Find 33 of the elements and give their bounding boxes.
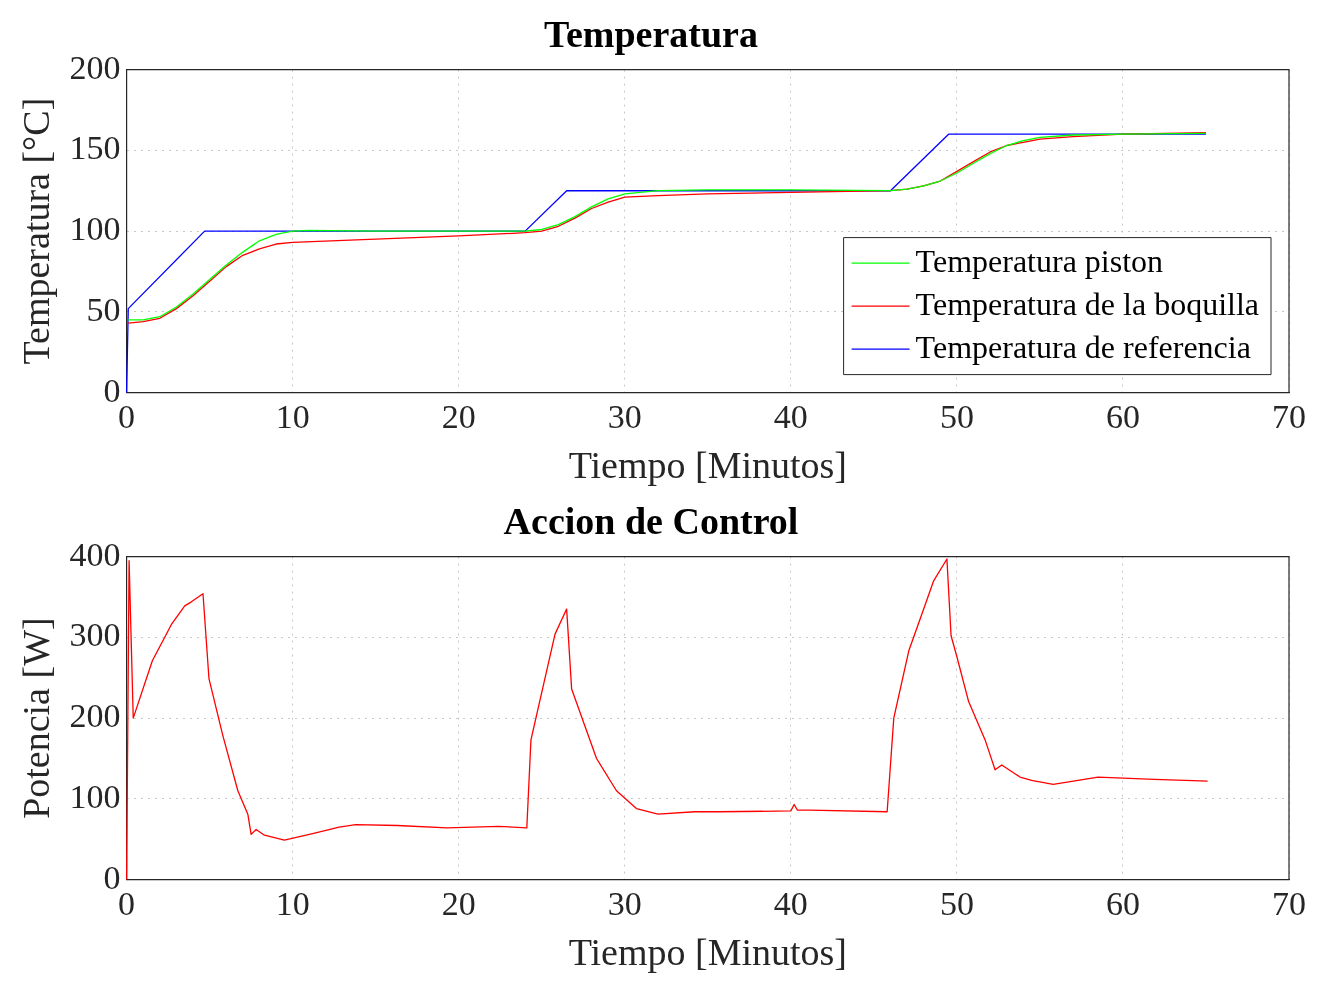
y-axis-title: Temperatura [°C] [14, 97, 57, 365]
legend-label: Temperatura de referencia [915, 328, 1251, 365]
y-tick-label: 0 [103, 858, 121, 896]
chart-title: Temperatura [544, 12, 758, 55]
x-tick-label: 20 [441, 397, 476, 435]
y-tick-label: 150 [69, 129, 121, 167]
x-tick-label: 50 [939, 884, 974, 922]
y-tick-label: 50 [86, 290, 121, 328]
y-tick-label: 100 [69, 210, 121, 248]
x-tick-label: 30 [607, 397, 642, 435]
x-tick-label: 60 [1105, 884, 1140, 922]
x-tick-label: 50 [939, 397, 974, 435]
x-tick-label: 20 [441, 884, 476, 922]
y-tick-label: 0 [103, 371, 121, 409]
legend-label: Temperatura piston [915, 242, 1164, 279]
y-axis-title: Potencia [W] [14, 617, 57, 819]
x-tick-label: 60 [1105, 397, 1140, 435]
y-tick-label: 400 [69, 535, 121, 573]
x-tick-label: 30 [607, 884, 642, 922]
y-tick-label: 300 [69, 616, 121, 654]
chart-title: Accion de Control [503, 499, 799, 542]
x-tick-label: 10 [275, 397, 310, 435]
y-tick-label: 200 [69, 697, 121, 735]
y-tick-label: 200 [69, 48, 121, 86]
x-tick-label: 40 [773, 397, 808, 435]
x-tick-label: 70 [1272, 884, 1306, 922]
x-tick-label: 40 [773, 884, 808, 922]
x-axis-title: Tiempo [Minutos] [568, 444, 847, 487]
legend-label: Temperatura de la boquilla [915, 285, 1259, 322]
x-axis-title: Tiempo [Minutos] [568, 931, 847, 974]
x-tick-label: 10 [275, 884, 310, 922]
y-tick-label: 100 [69, 777, 121, 815]
x-tick-label: 70 [1272, 397, 1306, 435]
